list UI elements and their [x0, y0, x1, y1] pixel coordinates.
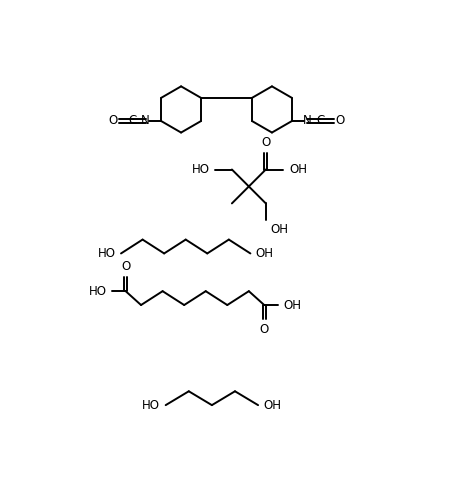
Text: N: N: [141, 114, 150, 128]
Text: O: O: [261, 136, 271, 148]
Text: OH: OH: [256, 247, 274, 260]
Text: HO: HO: [142, 398, 160, 412]
Text: O: O: [108, 114, 117, 128]
Text: HO: HO: [89, 285, 106, 297]
Text: OH: OH: [263, 398, 281, 412]
Text: OH: OH: [271, 223, 288, 236]
Text: OH: OH: [289, 163, 307, 176]
Text: N: N: [303, 114, 312, 128]
Text: C: C: [316, 114, 325, 128]
Text: HO: HO: [192, 163, 210, 176]
Text: OH: OH: [283, 298, 301, 311]
Text: O: O: [336, 114, 345, 128]
Text: O: O: [260, 323, 269, 336]
Text: O: O: [121, 260, 130, 273]
Text: C: C: [128, 114, 137, 128]
Text: HO: HO: [98, 247, 116, 260]
